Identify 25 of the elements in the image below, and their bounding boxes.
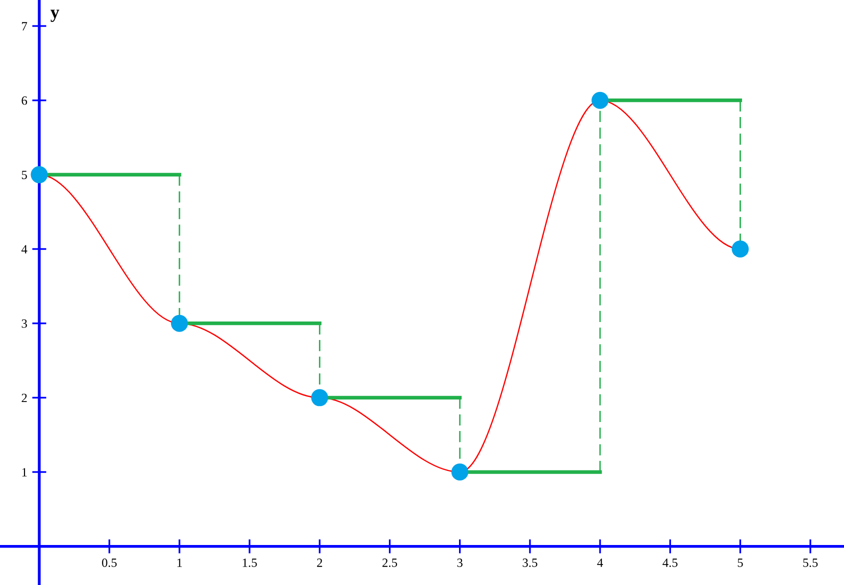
x-tick-label: 0.5 (102, 558, 117, 568)
x-tick-label: 5 (738, 558, 743, 567)
x-tick-label: 5.5 (803, 558, 818, 568)
x-tick-label: 1 (177, 558, 182, 567)
point (170, 314, 188, 332)
y-tick-label: 7 (22, 22, 28, 30)
y-tick-label: 5 (22, 170, 27, 180)
point (30, 166, 48, 184)
point (451, 464, 468, 481)
y-axis-title: y (50, 10, 60, 22)
point (592, 92, 609, 109)
y-tick-label: 6 (22, 96, 28, 105)
x-tick-label: 2.5 (382, 558, 398, 568)
y-tick-label: 4 (21, 245, 28, 254)
y-tick-label: 2 (22, 394, 27, 402)
x-tick-label: 4 (597, 558, 603, 567)
x-tick-label: 1.5 (242, 558, 257, 568)
x-tick-label: 3 (457, 558, 462, 567)
y-tick-label: 3 (22, 319, 27, 328)
y-tick-label: 1 (22, 468, 27, 476)
x-tick-label: 3.5 (522, 558, 538, 568)
x-tick-label: 4.5 (662, 558, 678, 568)
x-tick-label: 2 (317, 558, 322, 567)
point (311, 389, 328, 406)
point (732, 240, 749, 258)
